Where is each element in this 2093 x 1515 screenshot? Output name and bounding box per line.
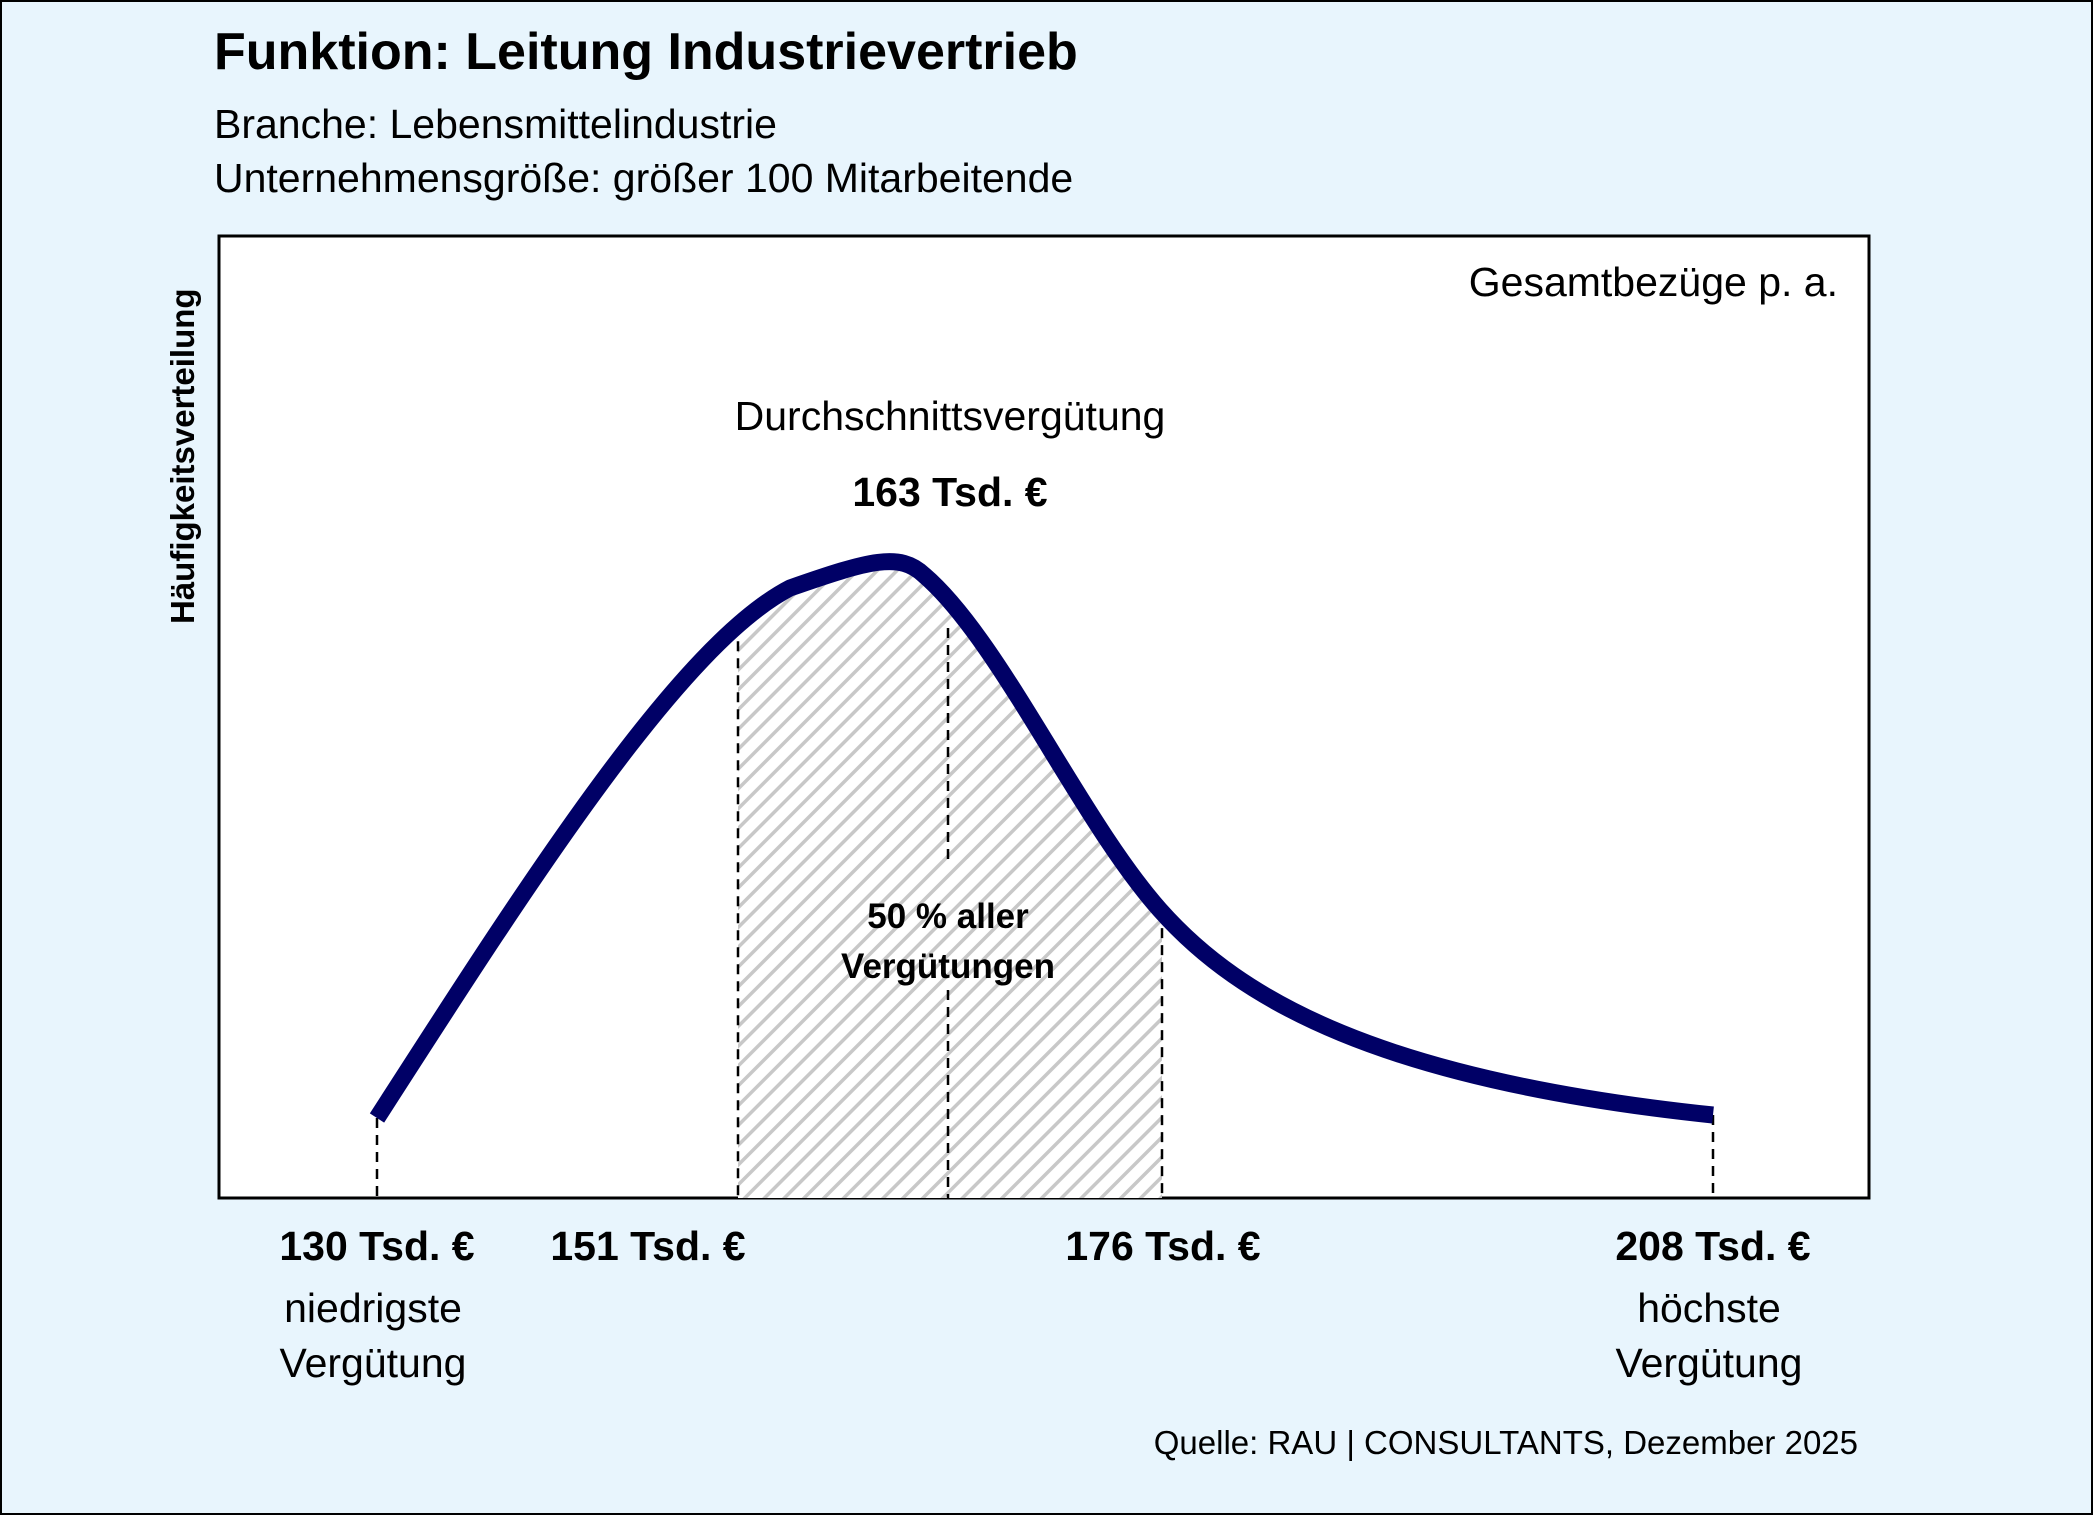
band-label-line1: 50 % aller	[867, 897, 1029, 936]
tick-caption-max-2: Vergütung	[1616, 1340, 1803, 1386]
distribution-curve	[369, 553, 1714, 1124]
mean-value-label: 163 Tsd. €	[852, 469, 1047, 515]
mean-caption: Durchschnittsvergütung	[735, 393, 1166, 439]
band-label-line2: Vergütungen	[841, 947, 1055, 986]
corner-label: Gesamtbezüge p. a.	[1469, 259, 1838, 305]
chart-title: Funktion: Leitung Industrievertrieb	[214, 23, 1078, 81]
tick-label-max: 208 Tsd. €	[1615, 1223, 1810, 1269]
chart-subtitle-groesse: Unternehmensgröße: größer 100 Mitarbeite…	[214, 155, 1074, 201]
tick-label-min: 130 Tsd. €	[279, 1223, 474, 1269]
tick-caption-min-2: Vergütung	[280, 1340, 467, 1386]
source-note: Quelle: RAU | CONSULTANTS, Dezember 2025	[1153, 1424, 1858, 1461]
tick-label-q3: 176 Tsd. €	[1065, 1223, 1260, 1269]
tick-caption-max-1: höchste	[1637, 1285, 1781, 1331]
interquartile-band	[738, 561, 1162, 1198]
chart-subtitle-branche: Branche: Lebensmittelindustrie	[214, 101, 777, 147]
tick-caption-min-1: niedrigste	[284, 1285, 462, 1331]
tick-label-q1: 151 Tsd. €	[550, 1223, 745, 1269]
